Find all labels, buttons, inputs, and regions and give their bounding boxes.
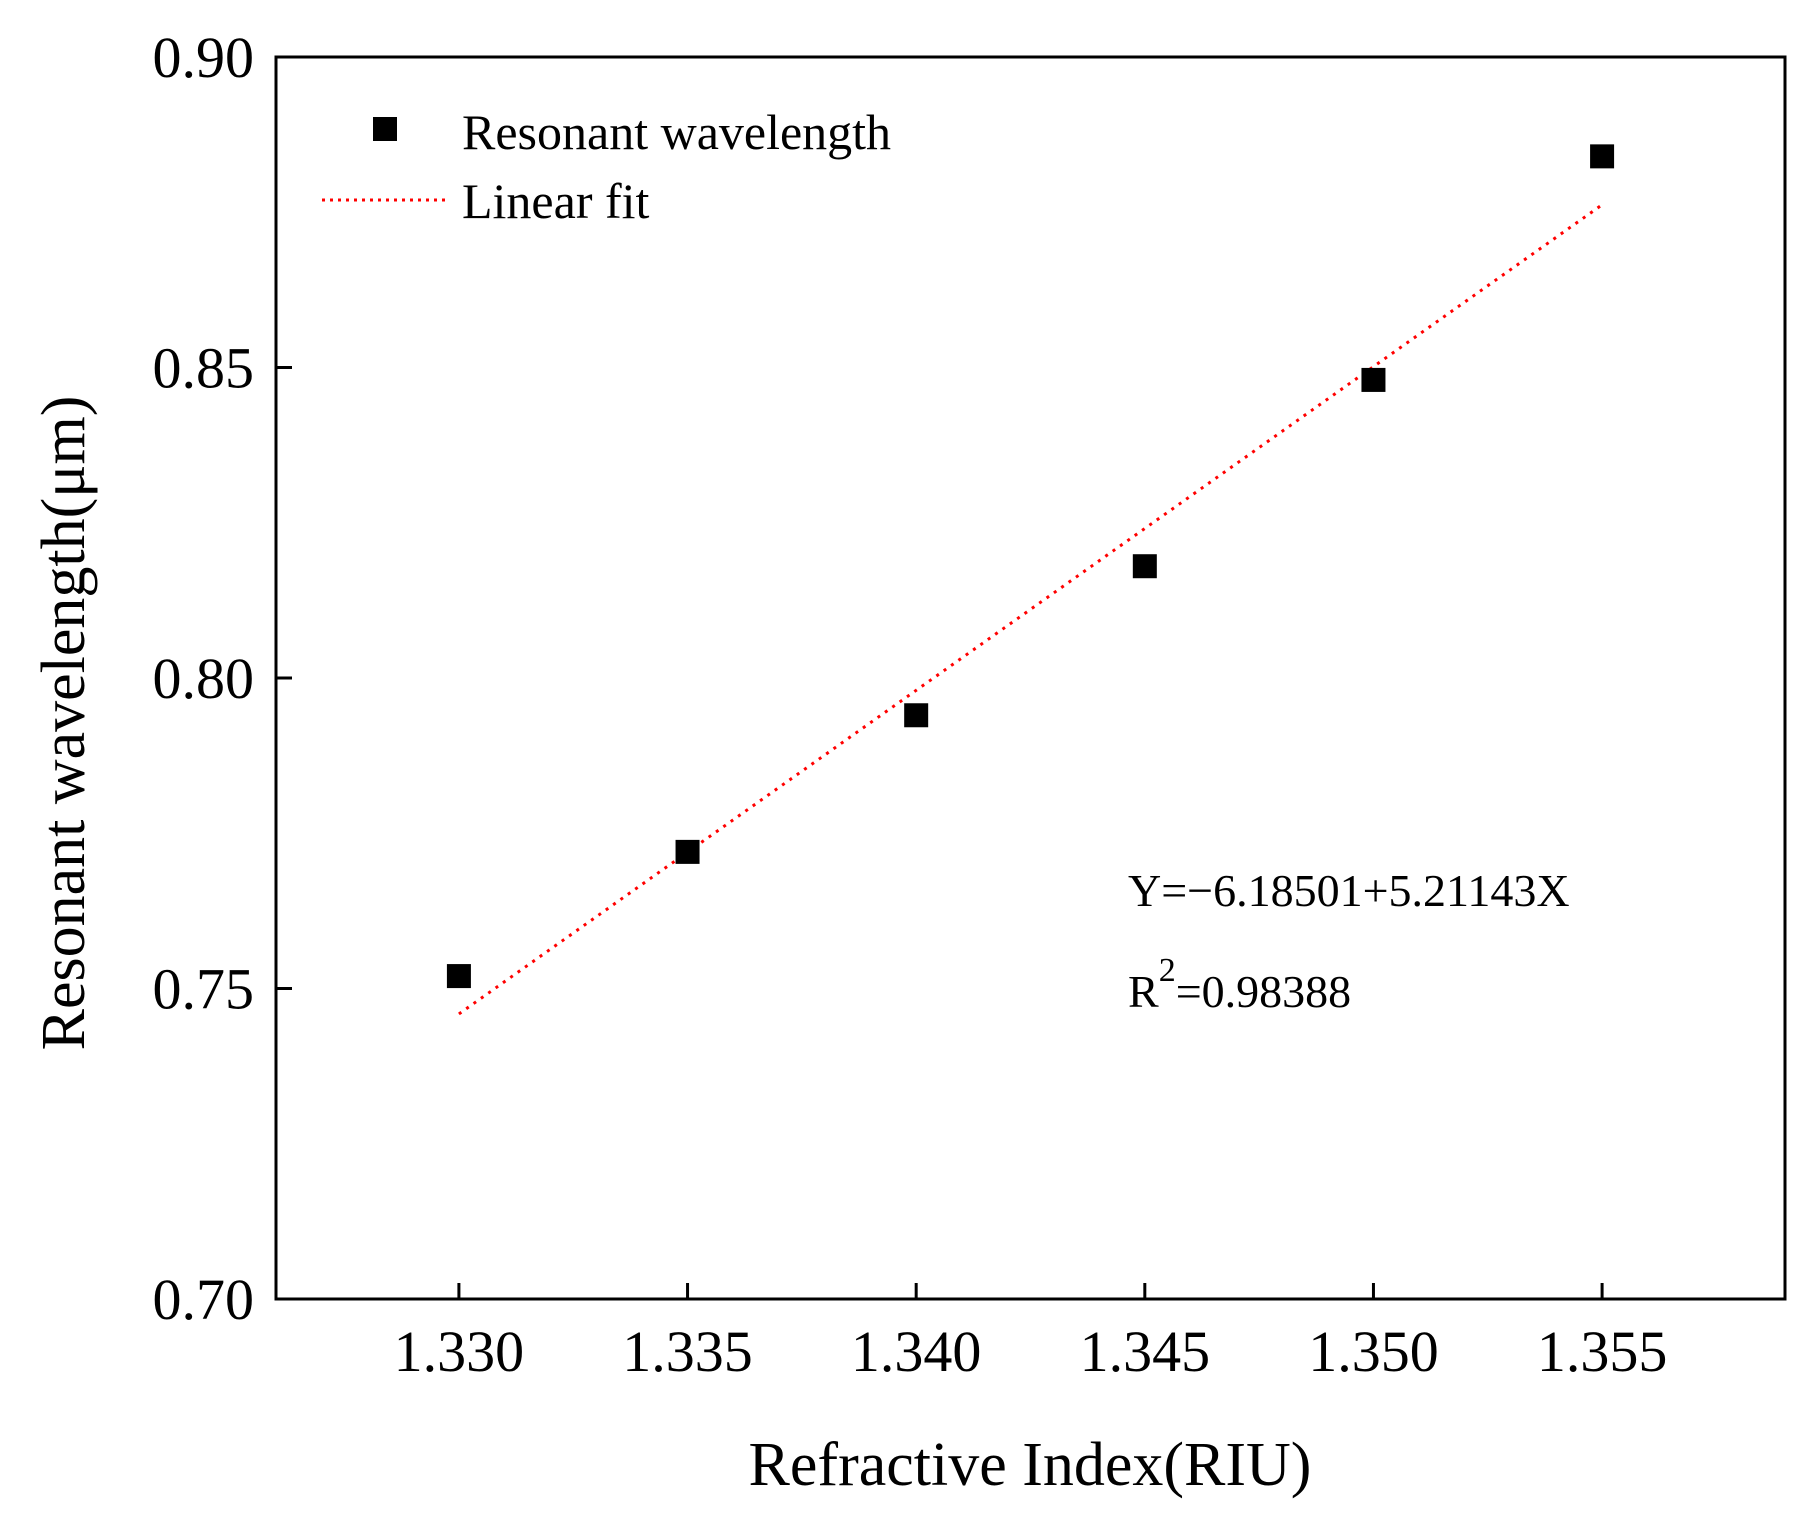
fit-equation: Y=−6.18501+5.21143X	[1128, 865, 1570, 916]
data-point	[1590, 144, 1615, 169]
legend-label-linear-fit: Linear fit	[462, 173, 650, 229]
y-tick-label: 0.80	[153, 646, 255, 711]
y-tick-label: 0.75	[153, 957, 255, 1022]
x-tick-label: 1.330	[394, 1319, 525, 1384]
data-point	[675, 839, 700, 864]
legend: Resonant wavelength Linear fit	[322, 104, 891, 229]
data-marks	[446, 144, 1615, 1016]
x-axis-title: Refractive Index(RIU)	[749, 1431, 1312, 1499]
data-point	[446, 964, 471, 989]
y-tick-label: 0.85	[153, 336, 255, 401]
x-tick-label: 1.355	[1537, 1319, 1668, 1384]
r-squared-value: =0.98388	[1176, 966, 1351, 1017]
r-squared-annotation: R2=0.98388	[1128, 952, 1351, 1017]
x-tick-label: 1.350	[1308, 1319, 1439, 1384]
r-squared-superscript: 2	[1159, 952, 1176, 989]
x-tick-label: 1.335	[622, 1319, 753, 1384]
data-point	[904, 703, 929, 728]
data-point	[1132, 554, 1157, 579]
y-tick-label: 0.90	[153, 25, 255, 90]
y-tick-label: 0.70	[153, 1267, 255, 1332]
legend-label-resonant-wavelength: Resonant wavelength	[462, 104, 891, 160]
plot-area: 1.330 1.335 1.340 1.345 1.350 1.355 0.70 0.75 0.…	[153, 25, 1787, 1384]
r-squared-prefix: R	[1128, 966, 1159, 1017]
y-axis-title: Resonant wavelength(μm)	[30, 396, 98, 1051]
x-tick-label: 1.345	[1080, 1319, 1211, 1384]
x-tick-label: 1.340	[851, 1319, 982, 1384]
plot-frame	[274, 55, 1787, 1301]
data-point	[1361, 367, 1386, 392]
legend-marker-square	[373, 117, 397, 141]
